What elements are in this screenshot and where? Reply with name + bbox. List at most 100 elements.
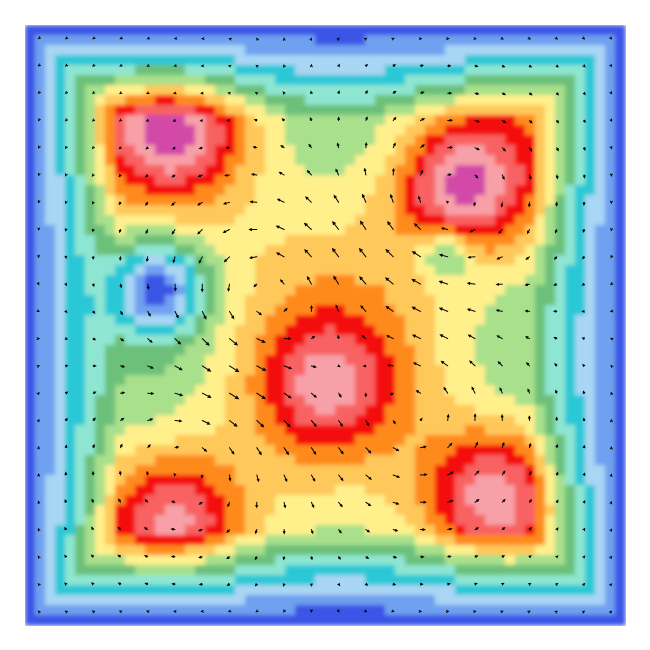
- heatmap-cell: [495, 255, 506, 266]
- heatmap-cell: [455, 575, 466, 586]
- heatmap-cell: [565, 425, 576, 436]
- heatmap-cell: [255, 455, 266, 466]
- vector-arrow: [446, 413, 450, 421]
- heatmap-cell: [465, 495, 476, 506]
- heatmap-cell: [235, 315, 246, 326]
- heatmap-cell: [425, 455, 436, 466]
- heatmap-cell: [195, 385, 206, 396]
- heatmap-cell: [85, 535, 96, 546]
- heatmap-cell: [225, 235, 236, 246]
- heatmap-cell: [85, 365, 96, 376]
- heatmap-cell: [475, 555, 486, 566]
- heatmap-cell: [345, 385, 356, 396]
- heatmap-cell: [585, 415, 596, 426]
- heatmap-cell: [585, 295, 596, 306]
- heatmap-cell: [25, 175, 36, 186]
- heatmap-cell: [385, 275, 396, 286]
- heatmap-cell: [615, 595, 626, 606]
- heatmap-cell: [565, 315, 576, 326]
- heatmap-cell: [505, 45, 516, 56]
- heatmap-cell: [195, 345, 206, 356]
- heatmap-cell: [145, 245, 156, 256]
- heatmap-cell: [595, 245, 606, 256]
- heatmap-cell: [165, 185, 176, 196]
- heatmap-cell: [35, 405, 46, 416]
- heatmap-cell: [515, 575, 526, 586]
- heatmap-cell: [275, 535, 286, 546]
- heatmap-cell: [575, 475, 586, 486]
- vector-arrow: [64, 337, 69, 340]
- heatmap-cell: [325, 595, 336, 606]
- heatmap-cell: [475, 405, 486, 416]
- heatmap-cell: [105, 215, 116, 226]
- heatmap-cell: [235, 445, 246, 456]
- heatmap-cell: [345, 395, 356, 406]
- heatmap-cell: [545, 575, 556, 586]
- heatmap-cell: [555, 505, 566, 516]
- heatmap-cell: [385, 155, 396, 166]
- heatmap-cell: [45, 425, 56, 436]
- heatmap-cell: [365, 415, 376, 426]
- heatmap-cell: [295, 275, 306, 286]
- heatmap-cell: [305, 545, 316, 556]
- vector-arrow: [581, 36, 586, 40]
- heatmap-cell: [495, 185, 506, 196]
- heatmap-cell: [95, 65, 106, 76]
- heatmap-cell: [165, 55, 176, 66]
- heatmap-cell: [375, 75, 386, 86]
- heatmap-cell: [255, 405, 266, 416]
- heatmap-cell: [595, 25, 606, 36]
- heatmap-cell: [155, 315, 166, 326]
- heatmap-cell: [405, 55, 416, 66]
- heatmap-cell: [465, 455, 476, 466]
- heatmap-cell: [525, 525, 536, 536]
- heatmap-cell: [455, 395, 466, 406]
- heatmap-cell: [415, 275, 426, 286]
- heatmap-cell: [95, 375, 106, 386]
- heatmap-cell: [55, 425, 66, 436]
- heatmap-cell: [115, 65, 126, 76]
- heatmap-cell: [425, 235, 436, 246]
- heatmap-cell: [125, 325, 136, 336]
- vector-arrow: [275, 225, 285, 230]
- heatmap-cell: [285, 315, 296, 326]
- heatmap-cell: [135, 375, 146, 386]
- heatmap-cell: [455, 315, 466, 326]
- heatmap-cell: [85, 305, 96, 316]
- heatmap-cell: [575, 415, 586, 426]
- heatmap-cell: [355, 195, 366, 206]
- heatmap-cell: [505, 565, 516, 576]
- vector-arrow: [529, 92, 533, 96]
- heatmap-cell: [575, 105, 586, 116]
- heatmap-cell: [475, 545, 486, 556]
- heatmap-cell: [365, 85, 376, 96]
- vector-arrow: [201, 338, 210, 346]
- heatmap-cell: [375, 345, 386, 356]
- heatmap-cell: [525, 305, 536, 316]
- heatmap-cell: [185, 115, 196, 126]
- vector-arrow: [582, 174, 586, 179]
- heatmap-cell: [615, 425, 626, 436]
- heatmap-cell: [405, 545, 416, 556]
- heatmap-cell: [475, 105, 486, 116]
- heatmap-cell: [255, 525, 266, 536]
- heatmap-cell: [535, 615, 546, 626]
- vector-arrow: [473, 201, 476, 207]
- vector-arrow: [146, 64, 150, 67]
- heatmap-cell: [365, 555, 376, 566]
- heatmap-cell: [435, 545, 446, 556]
- heatmap-cell: [285, 225, 296, 236]
- heatmap-cell: [255, 115, 266, 126]
- heatmap-cell: [485, 225, 496, 236]
- heatmap-cell: [175, 185, 186, 196]
- vector-arrow: [525, 336, 530, 340]
- heatmap-cell: [205, 605, 216, 616]
- heatmap-cell: [305, 535, 316, 546]
- heatmap-cell: [315, 135, 326, 146]
- heatmap-cell: [295, 165, 306, 176]
- heatmap-cell: [255, 305, 266, 316]
- heatmap-cell: [135, 135, 146, 146]
- heatmap-cell: [595, 145, 606, 156]
- heatmap-cell: [185, 145, 196, 156]
- heatmap-cell: [205, 425, 216, 436]
